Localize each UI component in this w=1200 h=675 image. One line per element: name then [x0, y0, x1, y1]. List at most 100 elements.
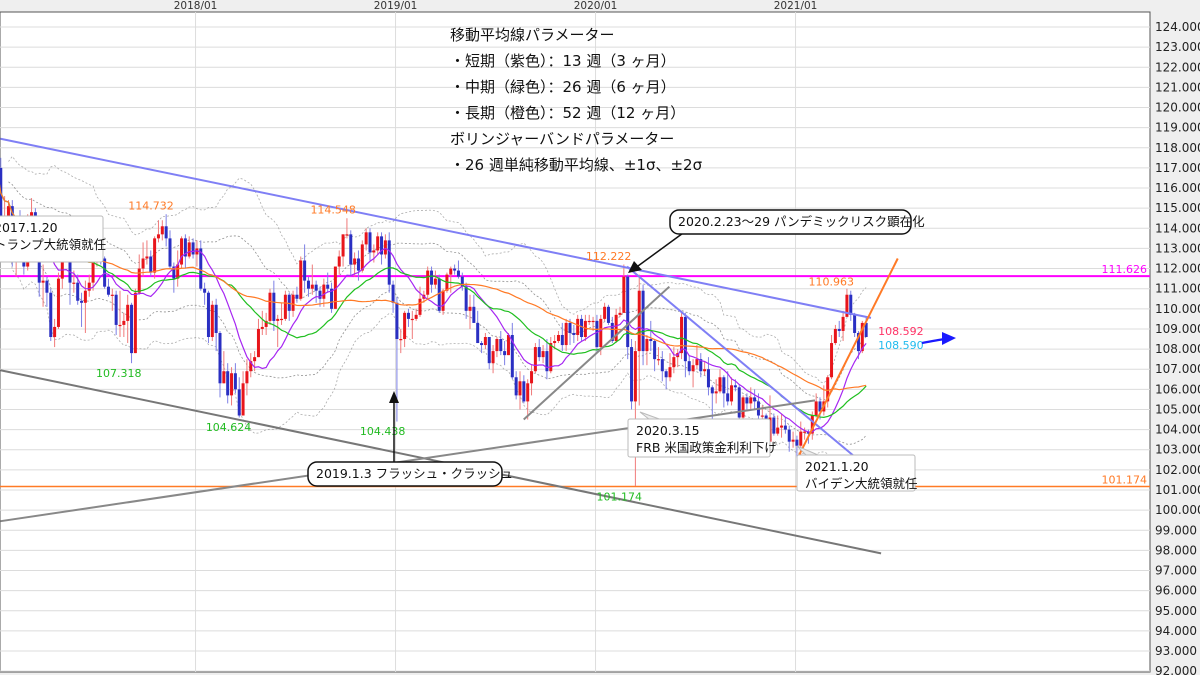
- candle-down: [783, 425, 787, 430]
- candle-down: [172, 266, 176, 279]
- candle-down: [710, 387, 714, 394]
- candle-up: [426, 270, 430, 295]
- candle-up: [841, 316, 845, 331]
- candle-down: [818, 401, 822, 412]
- candle-down: [510, 334, 514, 378]
- candle-up: [599, 318, 603, 348]
- horizontal-line-label: 101.174: [1102, 473, 1148, 486]
- candle-up: [530, 371, 534, 384]
- candle-down: [164, 226, 168, 239]
- y-tick-label: 124.000: [1155, 20, 1200, 34]
- candle-down: [80, 300, 84, 303]
- candle-down: [626, 276, 630, 348]
- candle-up: [280, 318, 284, 321]
- candle-down: [114, 294, 118, 325]
- arrow-head-icon: [389, 391, 399, 403]
- candle-up: [583, 320, 587, 338]
- candle-up: [341, 234, 345, 257]
- candle-down: [499, 339, 503, 352]
- candle-down: [49, 292, 53, 338]
- candle-up: [414, 314, 418, 319]
- callout-text: 2021.1.20: [805, 459, 869, 474]
- last-price-label: 108.590: [878, 339, 924, 352]
- candle-up: [364, 232, 368, 245]
- callout-text: 2017.1.20: [0, 220, 58, 235]
- candle-up: [730, 385, 734, 402]
- callout-box: [796, 454, 916, 492]
- candle-down: [214, 304, 218, 333]
- candle-down: [168, 238, 172, 267]
- low-price-label: 104.438: [360, 425, 406, 438]
- candle-up: [576, 318, 580, 335]
- candle-up: [310, 284, 314, 289]
- candle-up: [441, 290, 445, 311]
- y-tick-label: 107.000: [1155, 362, 1200, 376]
- moving-average-13: [0, 184, 867, 433]
- candle-down: [237, 389, 241, 416]
- candle-up: [618, 312, 622, 315]
- y-tick-label: 104.000: [1155, 423, 1200, 437]
- candle-up: [603, 306, 607, 319]
- y-tick-label: 92.000: [1155, 664, 1197, 675]
- low-price-label: 104.624: [206, 421, 252, 434]
- candle-up: [187, 242, 191, 257]
- candle-up: [741, 397, 745, 418]
- candle-down: [664, 371, 668, 378]
- candle-up: [449, 268, 453, 275]
- y-tick-label: 93.000: [1155, 644, 1197, 658]
- candle-up: [714, 391, 718, 394]
- candle-down: [837, 328, 841, 331]
- candle-up: [591, 320, 595, 323]
- candle-up: [749, 397, 753, 404]
- candle-up: [541, 351, 545, 358]
- candle-down: [395, 302, 399, 340]
- y-tick-label: 120.000: [1155, 101, 1200, 115]
- candle-down: [226, 371, 230, 396]
- candle-up: [299, 260, 303, 299]
- y-tick-label: 118.000: [1155, 141, 1200, 155]
- candle-up: [614, 314, 618, 342]
- candle-up: [556, 334, 560, 342]
- candle-up: [118, 324, 122, 327]
- callout-flash: 2019.1.3 フラッシュ・クラッシュ: [307, 461, 513, 487]
- callout-box: [307, 461, 503, 487]
- candle-up: [245, 371, 249, 384]
- candle-down: [660, 359, 664, 372]
- candle-up: [137, 268, 141, 293]
- trendline: [0, 137, 872, 319]
- candle-down: [456, 270, 460, 277]
- x-tick-label: 2019/01: [374, 0, 418, 12]
- candle-down: [726, 393, 730, 402]
- candle-up: [814, 401, 818, 416]
- candle-up: [176, 264, 180, 279]
- candle-down: [218, 332, 222, 384]
- y-tick-label: 108.000: [1155, 342, 1200, 356]
- candle-down: [610, 322, 614, 342]
- callout-box: [0, 215, 104, 263]
- y-tick-label: 98.000: [1155, 543, 1197, 557]
- candle-up: [241, 383, 245, 416]
- parameter-text-line: ・26 週単純移動平均線、±1σ、±2σ: [450, 156, 703, 174]
- candle-down: [314, 284, 318, 291]
- candle-down: [522, 381, 526, 402]
- candle-down: [572, 332, 576, 335]
- y-tick-label: 97.000: [1155, 564, 1197, 578]
- candle-down: [649, 339, 653, 342]
- bollinger-band-plus1sigma: [8, 181, 867, 401]
- callout-text: 2019.1.3 フラッシュ・クラッシュ: [316, 466, 513, 481]
- candle-down: [653, 341, 657, 360]
- candle-up: [695, 359, 699, 366]
- candle-up: [291, 294, 295, 311]
- candle-down: [849, 294, 853, 315]
- candle-up: [353, 258, 357, 265]
- candle-down: [853, 314, 857, 333]
- candle-down: [326, 284, 330, 289]
- candle-up: [160, 226, 164, 235]
- candle-down: [287, 294, 291, 311]
- candle-up: [376, 236, 380, 251]
- candle-up: [399, 339, 403, 341]
- candle-up: [122, 320, 126, 325]
- candle-down: [476, 322, 480, 344]
- candle-down: [699, 359, 703, 372]
- y-tick-label: 102.000: [1155, 463, 1200, 477]
